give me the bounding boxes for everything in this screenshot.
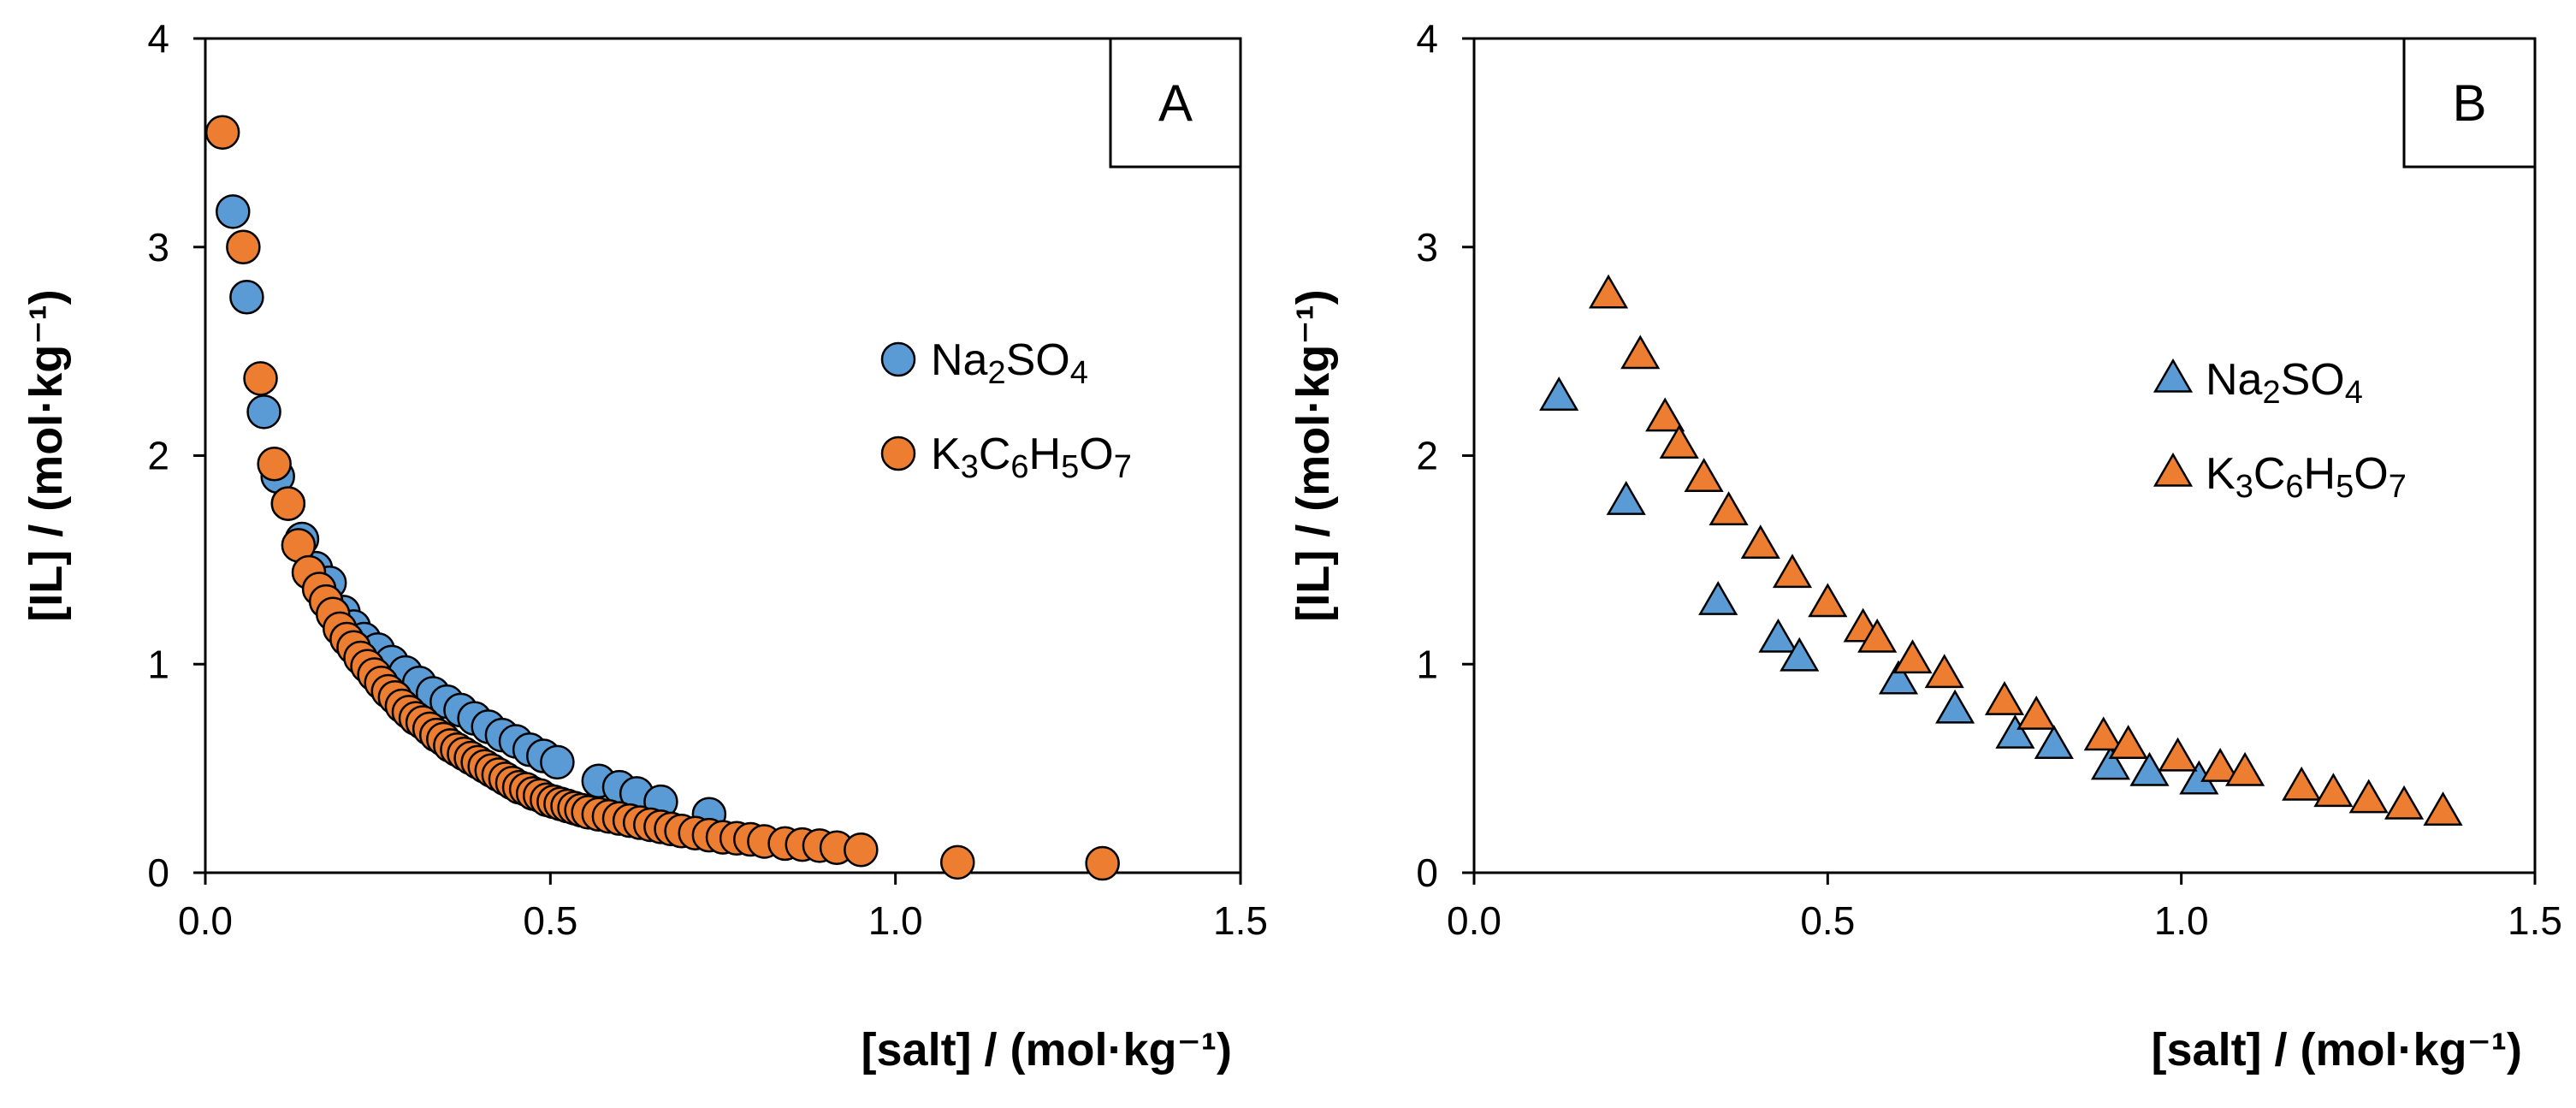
data-point bbox=[1935, 689, 1975, 724]
x-tick-label: 0.0 bbox=[178, 898, 233, 943]
data-point bbox=[2282, 766, 2322, 801]
legend-marker bbox=[880, 435, 916, 471]
data-point bbox=[1708, 491, 1749, 526]
data-point bbox=[540, 744, 575, 780]
data-point bbox=[2083, 716, 2123, 751]
legend-label: Na2SO4 bbox=[931, 335, 1088, 391]
data-point bbox=[2129, 751, 2170, 786]
data-point bbox=[2423, 791, 2463, 827]
data-point bbox=[844, 832, 879, 868]
data-point bbox=[1539, 376, 1579, 411]
data-point bbox=[226, 229, 261, 264]
panel-label-box bbox=[1109, 37, 1242, 169]
legend-label: K3C6H5O7 bbox=[2206, 449, 2407, 505]
y-axis-title: [IL] / (mol·kg⁻¹) bbox=[21, 289, 72, 621]
data-point bbox=[1924, 654, 1964, 689]
legend-marker bbox=[2153, 358, 2194, 393]
x-tick-label: 0.5 bbox=[523, 898, 577, 943]
x-tick-label: 1.5 bbox=[2508, 898, 2562, 943]
data-point bbox=[1984, 680, 2025, 715]
data-point bbox=[2313, 773, 2354, 808]
data-point bbox=[1758, 618, 1798, 653]
data-point bbox=[1808, 583, 1848, 618]
data-point bbox=[1857, 618, 1898, 653]
x-tick-label: 0.5 bbox=[1800, 898, 1855, 943]
legend-marker bbox=[2153, 452, 2194, 487]
panel-a: 0.0 0.5 1.0 1.5 0 1 2 3 4 [salt] / (mol·kg⁻¹) [IL]… bbox=[21, 16, 1268, 1075]
series-1 bbox=[204, 115, 1120, 881]
panel-label-box bbox=[2402, 37, 2537, 169]
data-point bbox=[1772, 554, 1813, 589]
data-point bbox=[2108, 725, 2148, 760]
y-tick-label: 3 bbox=[147, 225, 169, 270]
data-point bbox=[2200, 747, 2241, 782]
data-point bbox=[2090, 745, 2131, 780]
data-point bbox=[1684, 458, 1724, 493]
data-point bbox=[2016, 696, 2057, 730]
data-point bbox=[229, 280, 264, 315]
panel-b: 0.0 0.5 1.0 1.5 0 1 2 3 4 [salt] / (mol·kg⁻¹) [IL]… bbox=[1288, 16, 2562, 1075]
y-tick-label: 2 bbox=[1416, 434, 1438, 478]
legend-label: Na2SO4 bbox=[2206, 355, 2363, 411]
data-point bbox=[2158, 737, 2198, 772]
x-tick-label: 1.5 bbox=[1213, 898, 1268, 943]
x-tick-label: 1.0 bbox=[2154, 898, 2209, 943]
data-point bbox=[243, 361, 278, 396]
data-point bbox=[1588, 274, 1629, 309]
series-1 bbox=[1588, 274, 2463, 827]
y-axis-title: [IL] / (mol·kg⁻¹) bbox=[1288, 289, 1339, 621]
y-tick-label: 4 bbox=[1416, 16, 1438, 61]
data-point bbox=[1892, 639, 1933, 674]
data-point bbox=[1659, 424, 1699, 459]
data-point bbox=[1995, 714, 2035, 749]
x-axis-title: [salt] / (mol·kg⁻¹) bbox=[862, 1024, 1232, 1075]
legend-label: K3C6H5O7 bbox=[931, 430, 1132, 485]
data-point bbox=[204, 115, 240, 150]
y-tick-label: 2 bbox=[147, 434, 169, 478]
panel-label: A bbox=[1158, 74, 1193, 132]
data-point bbox=[1085, 845, 1120, 881]
data-point bbox=[1620, 335, 1661, 370]
data-point bbox=[2384, 785, 2425, 820]
data-point bbox=[1740, 524, 1780, 560]
data-point bbox=[1698, 580, 1738, 615]
x-tick-label: 0.0 bbox=[1447, 898, 1501, 943]
data-point bbox=[1780, 637, 1820, 672]
y-tick-label: 3 bbox=[1416, 225, 1438, 270]
y-tick-label: 1 bbox=[1416, 642, 1438, 686]
data-point bbox=[1645, 397, 1685, 432]
data-point bbox=[257, 447, 292, 482]
x-axis-title: [salt] / (mol·kg⁻¹) bbox=[2152, 1024, 2522, 1075]
data-point bbox=[940, 844, 975, 880]
data-point bbox=[270, 486, 306, 521]
y-tick-label: 0 bbox=[147, 850, 169, 895]
data-point bbox=[1606, 480, 1646, 515]
y-tick-label: 0 bbox=[1416, 850, 1438, 895]
data-point bbox=[2348, 779, 2389, 814]
data-point bbox=[246, 394, 281, 430]
panel-label: B bbox=[2452, 74, 2486, 132]
data-point bbox=[216, 194, 251, 229]
y-tick-label: 1 bbox=[147, 642, 169, 686]
data-point bbox=[2224, 751, 2265, 786]
data-point bbox=[1878, 660, 1919, 695]
data-point bbox=[2034, 725, 2074, 760]
y-tick-label: 4 bbox=[147, 16, 169, 61]
x-tick-label: 1.0 bbox=[868, 898, 923, 943]
series-0 bbox=[1539, 376, 2219, 795]
legend-marker bbox=[880, 341, 916, 377]
